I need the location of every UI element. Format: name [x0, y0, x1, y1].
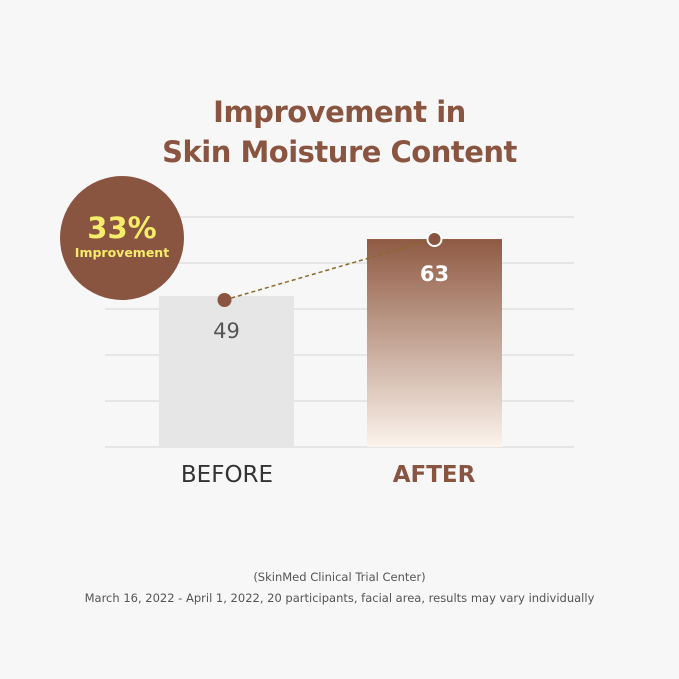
data-point — [217, 293, 232, 308]
category-label-after: AFTER — [392, 462, 476, 488]
footnote-source: (SkinMed Clinical Trial Center) — [253, 570, 426, 584]
data-label: 63 — [420, 262, 449, 286]
title-line-1: Improvement in — [213, 95, 466, 129]
bar-before — [159, 296, 294, 447]
connector-line — [224, 238, 435, 301]
chart-title: Improvement in Skin Moisture Content — [0, 92, 679, 172]
bar-after — [367, 239, 502, 447]
data-point — [426, 231, 443, 248]
badge-label: Improvement — [75, 245, 169, 260]
category-label-before: BEFORE — [180, 462, 274, 488]
footnote-details: March 16, 2022 - April 1, 2022, 20 parti… — [84, 591, 595, 605]
badge-value: 33% — [87, 211, 156, 245]
data-label: 49 — [213, 319, 240, 343]
title-line-2: Skin Moisture Content — [162, 135, 517, 169]
improvement-badge — [60, 176, 184, 300]
